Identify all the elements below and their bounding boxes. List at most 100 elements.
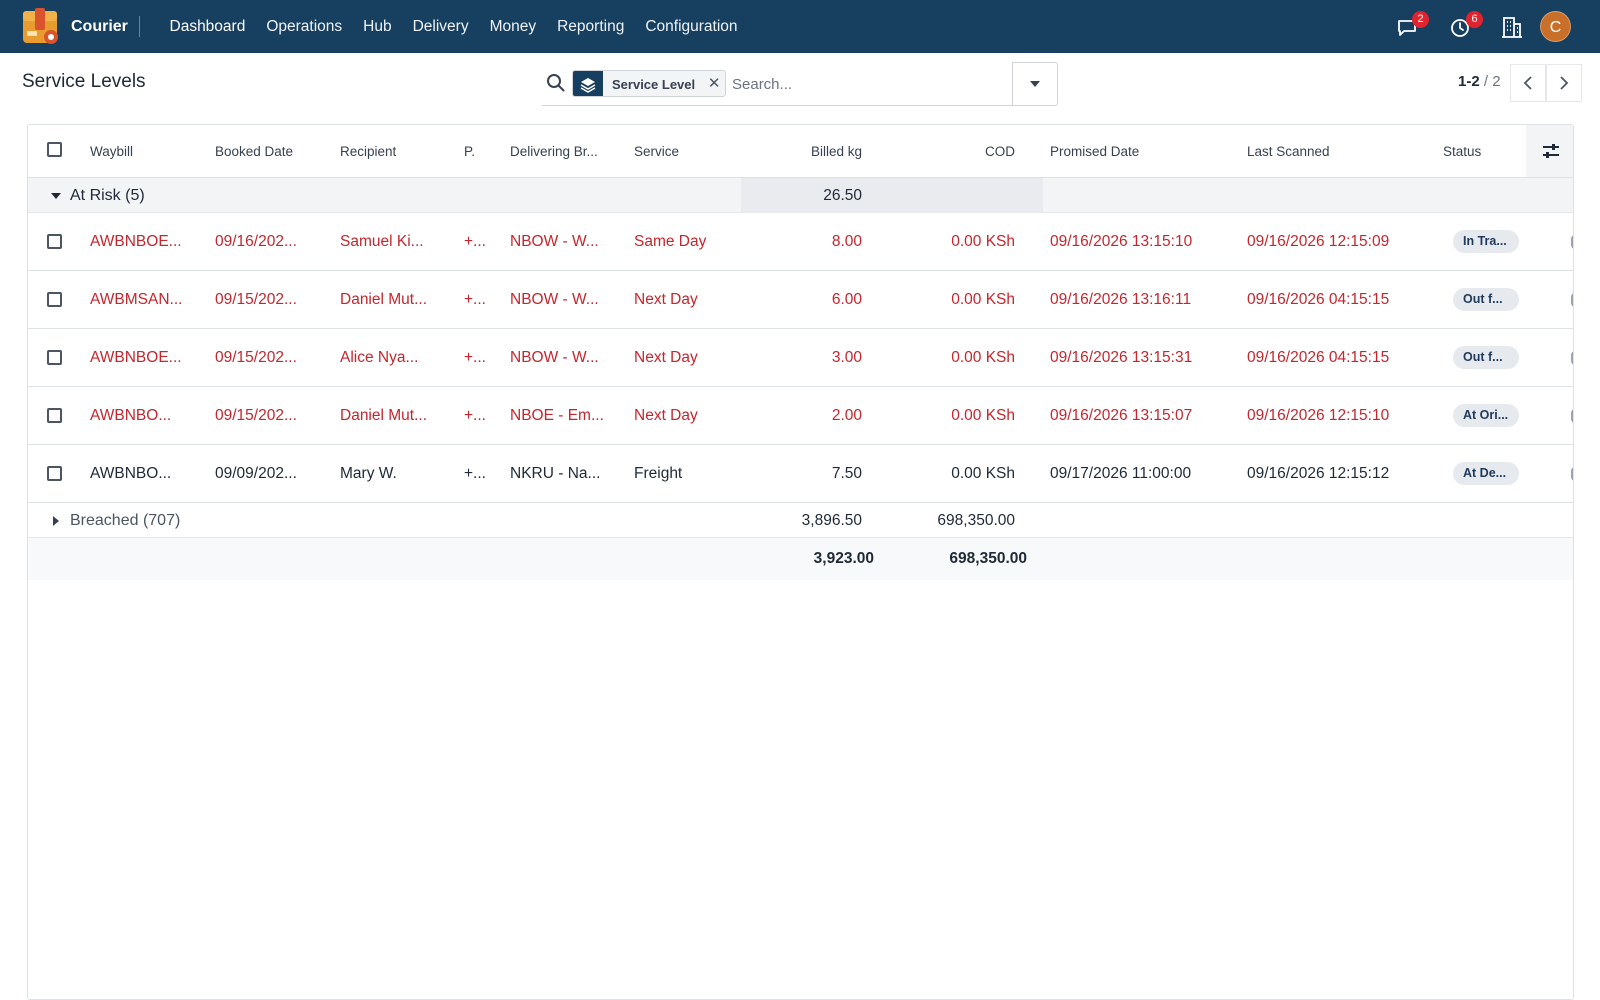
service-cell: Freight — [634, 465, 683, 482]
table-row[interactable]: AWBNBO... 09/09/202... Mary W. +... NKRU… — [28, 445, 1573, 503]
caret-down-icon — [1030, 81, 1040, 87]
select-all-checkbox[interactable] — [47, 142, 62, 157]
company-switcher-button[interactable] — [1500, 14, 1524, 40]
service-cell: Next Day — [634, 291, 698, 308]
chevron-right-icon — [1560, 76, 1569, 90]
row-action-handle[interactable] — [1571, 467, 1573, 481]
column-header-delivering-branch[interactable]: Delivering Br... — [510, 144, 598, 159]
last-scanned-cell: 09/16/2026 12:15:09 — [1247, 233, 1390, 250]
row-checkbox[interactable] — [47, 466, 62, 481]
row-checkbox[interactable] — [47, 234, 62, 249]
messages-button[interactable]: 2 — [1395, 11, 1429, 40]
row-checkbox[interactable] — [47, 408, 62, 423]
chevron-left-icon — [1523, 76, 1532, 90]
table-row[interactable]: AWBNBO... 09/15/202... Daniel Mut... +..… — [28, 387, 1573, 445]
phone-cell: +... — [464, 465, 486, 482]
service-cell: Next Day — [634, 349, 698, 366]
app-logo-icon[interactable] — [22, 7, 60, 45]
last-scanned-cell: 09/16/2026 04:15:15 — [1247, 291, 1390, 308]
pager-previous-button[interactable] — [1510, 64, 1546, 102]
menu-item-reporting[interactable]: Reporting — [557, 18, 625, 35]
user-avatar[interactable]: C — [1540, 11, 1571, 42]
caret-down-icon — [51, 193, 61, 199]
group-label: At Risk (5) — [70, 187, 145, 204]
pager-counter[interactable]: 1-2 / 2 — [1458, 73, 1501, 90]
search-icon[interactable] — [546, 73, 566, 93]
last-scanned-cell: 09/16/2026 04:15:15 — [1247, 349, 1390, 366]
column-header-last-scanned[interactable]: Last Scanned — [1247, 144, 1330, 159]
group-row-breached[interactable]: Breached (707) 3,896.50 698,350.00 — [28, 503, 1573, 538]
column-header-status[interactable]: Status — [1443, 144, 1482, 159]
table-row[interactable]: AWBNBOE... 09/16/202... Samuel Ki... +..… — [28, 213, 1573, 271]
group-billed-kg-total: 3,896.50 — [801, 512, 862, 529]
phone-cell: +... — [464, 233, 486, 250]
billed-kg-cell: 6.00 — [831, 291, 862, 308]
delivering-branch-cell: NKRU - Na... — [510, 465, 601, 482]
search-options-toggle[interactable] — [1012, 62, 1058, 106]
column-header-waybill[interactable]: Waybill — [90, 144, 134, 159]
search-facet: Service Level ✕ — [572, 70, 727, 97]
column-header-cod[interactable]: COD — [985, 144, 1015, 159]
app-brand[interactable]: Courier — [71, 18, 128, 35]
delivering-branch-cell: NBOE - Em... — [510, 407, 604, 424]
search-panel: Service Level ✕ — [542, 62, 1058, 106]
waybill-cell: AWBMSAN... — [90, 291, 183, 308]
column-header-phone[interactable]: P. — [464, 144, 476, 159]
group-billed-kg-total: 26.50 — [823, 187, 862, 204]
caret-right-icon — [53, 516, 59, 526]
billed-kg-cell: 3.00 — [831, 349, 862, 366]
row-action-handle[interactable] — [1571, 293, 1573, 307]
billed-kg-cell: 8.00 — [831, 233, 862, 250]
column-header-recipient[interactable]: Recipient — [340, 144, 397, 159]
pager-next-button[interactable] — [1546, 64, 1582, 102]
menu-item-operations[interactable]: Operations — [266, 18, 343, 35]
menu-item-configuration[interactable]: Configuration — [645, 18, 738, 35]
last-scanned-cell: 09/16/2026 12:15:12 — [1247, 465, 1390, 482]
optional-columns-toggle[interactable] — [1526, 125, 1573, 177]
group-row-at-risk[interactable]: At Risk (5) 26.50 — [28, 178, 1573, 213]
booked-date-cell: 09/15/202... — [215, 291, 297, 308]
column-header-booked-date[interactable]: Booked Date — [215, 144, 294, 159]
menu-item-money[interactable]: Money — [489, 18, 537, 35]
pager-value[interactable]: 1-2 — [1458, 73, 1480, 90]
row-action-handle[interactable] — [1571, 351, 1573, 365]
building-icon — [1502, 17, 1522, 38]
column-header-billed-kg[interactable]: Billed kg — [810, 144, 862, 159]
search-input[interactable] — [732, 72, 1002, 96]
promised-date-cell: 09/16/2026 13:15:07 — [1050, 407, 1193, 424]
menu-item-hub[interactable]: Hub — [363, 18, 392, 35]
promised-date-cell: 09/16/2026 13:15:10 — [1050, 233, 1193, 250]
search-bar: Service Level ✕ — [542, 62, 1012, 106]
menu-item-delivery[interactable]: Delivery — [412, 18, 469, 35]
activities-button[interactable]: 6 — [1448, 11, 1483, 40]
row-action-handle[interactable] — [1571, 235, 1573, 249]
facet-remove-close-icon[interactable]: ✕ — [707, 75, 721, 92]
cod-cell: 0.00 KSh — [951, 465, 1015, 482]
booked-date-cell: 09/09/202... — [215, 465, 297, 482]
row-checkbox[interactable] — [47, 350, 62, 365]
recipient-cell: Daniel Mut... — [340, 291, 428, 308]
cod-cell: 0.00 KSh — [951, 407, 1015, 424]
table-row[interactable]: AWBNBOE... 09/15/202... Alice Nya... +..… — [28, 329, 1573, 387]
waybill-cell: AWBNBOE... — [90, 233, 182, 250]
waybill-cell: AWBNBO... — [90, 465, 172, 482]
table-footer-totals: 3,923.00 698,350.00 — [28, 538, 1573, 580]
recipient-cell: Samuel Ki... — [340, 233, 424, 250]
table-row[interactable]: AWBMSAN... 09/15/202... Daniel Mut... +.… — [28, 271, 1573, 329]
messages-badge: 2 — [1412, 11, 1429, 28]
menu-item-dashboard[interactable]: Dashboard — [169, 18, 246, 35]
row-action-handle[interactable] — [1571, 409, 1573, 423]
delivering-branch-cell: NBOW - W... — [510, 233, 599, 250]
cod-cell: 0.00 KSh — [951, 349, 1015, 366]
row-checkbox[interactable] — [47, 292, 62, 307]
waybill-cell: AWBNBOE... — [90, 349, 182, 366]
status-badge: At Ori... — [1453, 404, 1519, 427]
column-header-promised-date[interactable]: Promised Date — [1050, 144, 1140, 159]
recipient-cell: Daniel Mut... — [340, 407, 428, 424]
service-levels-list: Waybill Booked Date Recipient P. Deliver… — [27, 124, 1574, 1000]
delivering-branch-cell: NBOW - W... — [510, 349, 599, 366]
waybill-cell: AWBNBO... — [90, 407, 172, 424]
column-header-service[interactable]: Service — [634, 144, 680, 159]
status-badge: At De... — [1453, 462, 1519, 485]
sliders-icon — [1542, 144, 1559, 158]
